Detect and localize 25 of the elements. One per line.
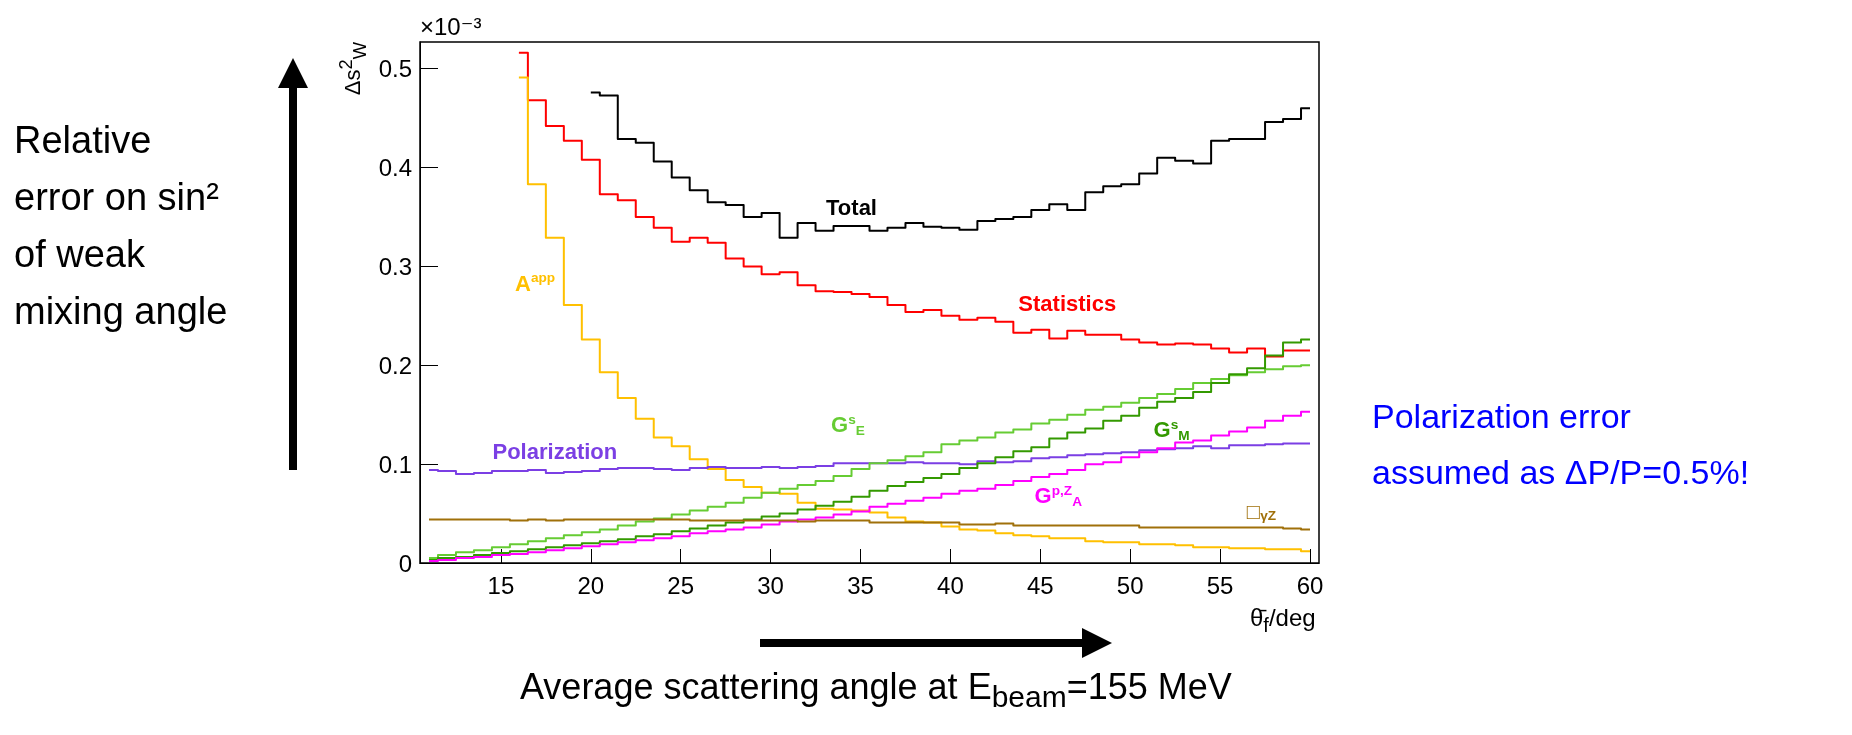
x-tick-label: 55 <box>1206 571 1234 599</box>
y-tick-label: 0.3 <box>378 252 412 280</box>
y-tick-label: 0.5 <box>378 55 412 83</box>
y-tick-label: 0 <box>398 549 412 577</box>
text: ×10⁻³ <box>420 12 482 40</box>
series-label: Statistics <box>1018 291 1117 317</box>
x-tick-label: 15 <box>487 571 515 599</box>
x-tick-label: 35 <box>847 571 874 599</box>
series-label: □γZ <box>1246 499 1277 525</box>
text: Average scattering angle at E$_{beam}$=155 MeV <box>520 666 1232 715</box>
x-tick-label: 60 <box>1296 571 1324 599</box>
text: Relative error on sin² of weak mixing angle <box>14 118 229 334</box>
series-label: Polarization <box>492 438 618 464</box>
x-tick-label: 45 <box>1026 571 1054 599</box>
y-tick-label: 0.2 <box>378 351 412 379</box>
x-tick-label: 50 <box>1116 571 1144 599</box>
x-tick-label: 25 <box>667 571 695 599</box>
x-tick-label: 30 <box>757 571 784 599</box>
x-axis-title: θ̄$_{f}$/deg <box>1250 604 1316 637</box>
series-label: Total <box>826 194 877 220</box>
y-tick-label: 0.1 <box>378 450 412 478</box>
y-tick-label: 0.4 <box>378 154 412 182</box>
x-tick-label: 40 <box>937 571 964 599</box>
x-tick-label: 20 <box>577 571 605 599</box>
text: Polarization error assumed as ΔP/P=0.5%! <box>1372 396 1751 493</box>
